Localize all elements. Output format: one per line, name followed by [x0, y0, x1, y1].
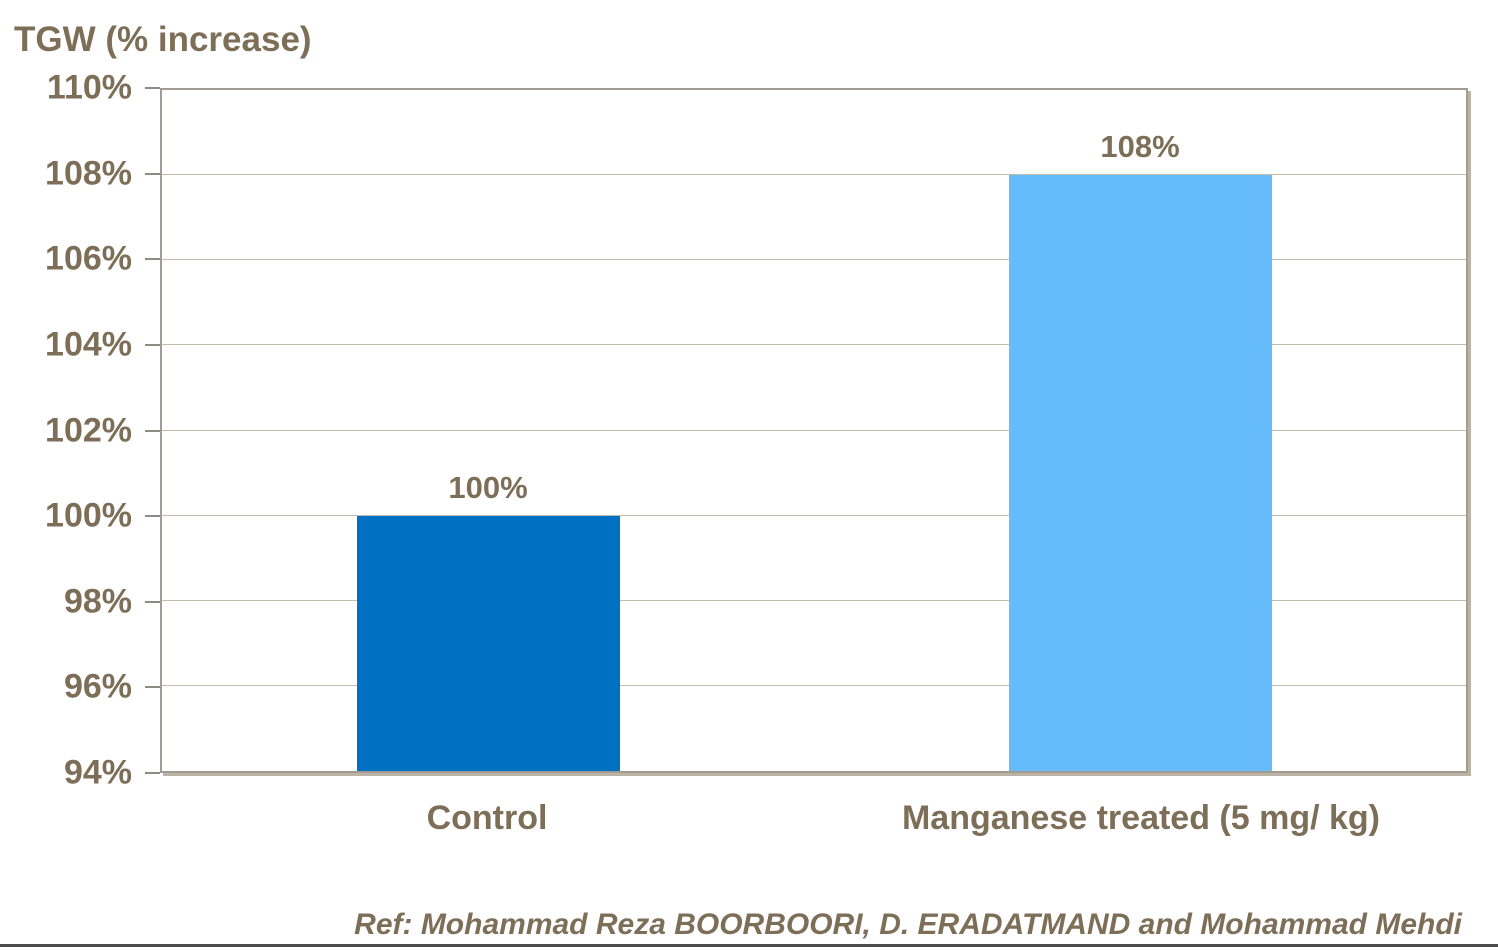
x-category-label-2: Manganese treated (5 mg/ kg): [901, 799, 1380, 837]
y-tick-label-106: 106%: [45, 239, 132, 278]
plot-area: 100% 108%: [160, 88, 1468, 773]
gridline-106: [162, 259, 1466, 261]
gridline-102: [162, 429, 1466, 431]
y-tick-mark-100: [145, 515, 160, 518]
gridline-96: [162, 684, 1466, 686]
x-axis: Control Manganese treated (5 mg/ kg): [160, 777, 1468, 847]
y-tick-label-108: 108%: [45, 154, 132, 193]
y-tick-mark-106: [145, 258, 160, 261]
gridline-104: [162, 344, 1466, 346]
bar-manganese-treated-5-mg-kg: [1008, 175, 1272, 771]
y-tick-label-102: 102%: [45, 411, 132, 449]
y-tick-mark-108: [145, 172, 160, 175]
bar-value-label-1: 100%: [448, 469, 528, 505]
y-tick-mark-94: [145, 772, 160, 774]
gridline-98: [162, 599, 1466, 601]
y-tick-label-100: 100%: [45, 496, 132, 535]
footer-divider: [0, 944, 1498, 947]
y-tick-label-94: 94%: [63, 753, 132, 792]
y-tick-label-98: 98%: [63, 582, 132, 621]
y-tick-mark-104: [145, 343, 160, 346]
y-tick-label-110: 110%: [46, 68, 132, 107]
gridline-100: [162, 514, 1466, 516]
reference-text: Ref: Mohammad Reza BOORBOORI, D. ERADATM…: [354, 908, 1462, 941]
y-tick-mark-102: [145, 429, 160, 432]
bar-value-label-2: 108%: [1100, 129, 1180, 165]
y-tick-label-104: 104%: [45, 325, 132, 364]
bar-control: [356, 515, 620, 771]
x-category-label-1: Control: [426, 799, 548, 837]
gridline-108: [162, 174, 1466, 176]
y-tick-label-96: 96%: [63, 667, 132, 706]
y-axis: 94% 96% 98% 100% 102% 104% 106% 108% 110%: [0, 69, 160, 792]
y-tick-mark-110: [145, 87, 160, 89]
chart-title: TGW (% increase): [14, 20, 312, 59]
y-tick-mark-98: [145, 600, 160, 603]
y-tick-mark-96: [145, 686, 160, 689]
